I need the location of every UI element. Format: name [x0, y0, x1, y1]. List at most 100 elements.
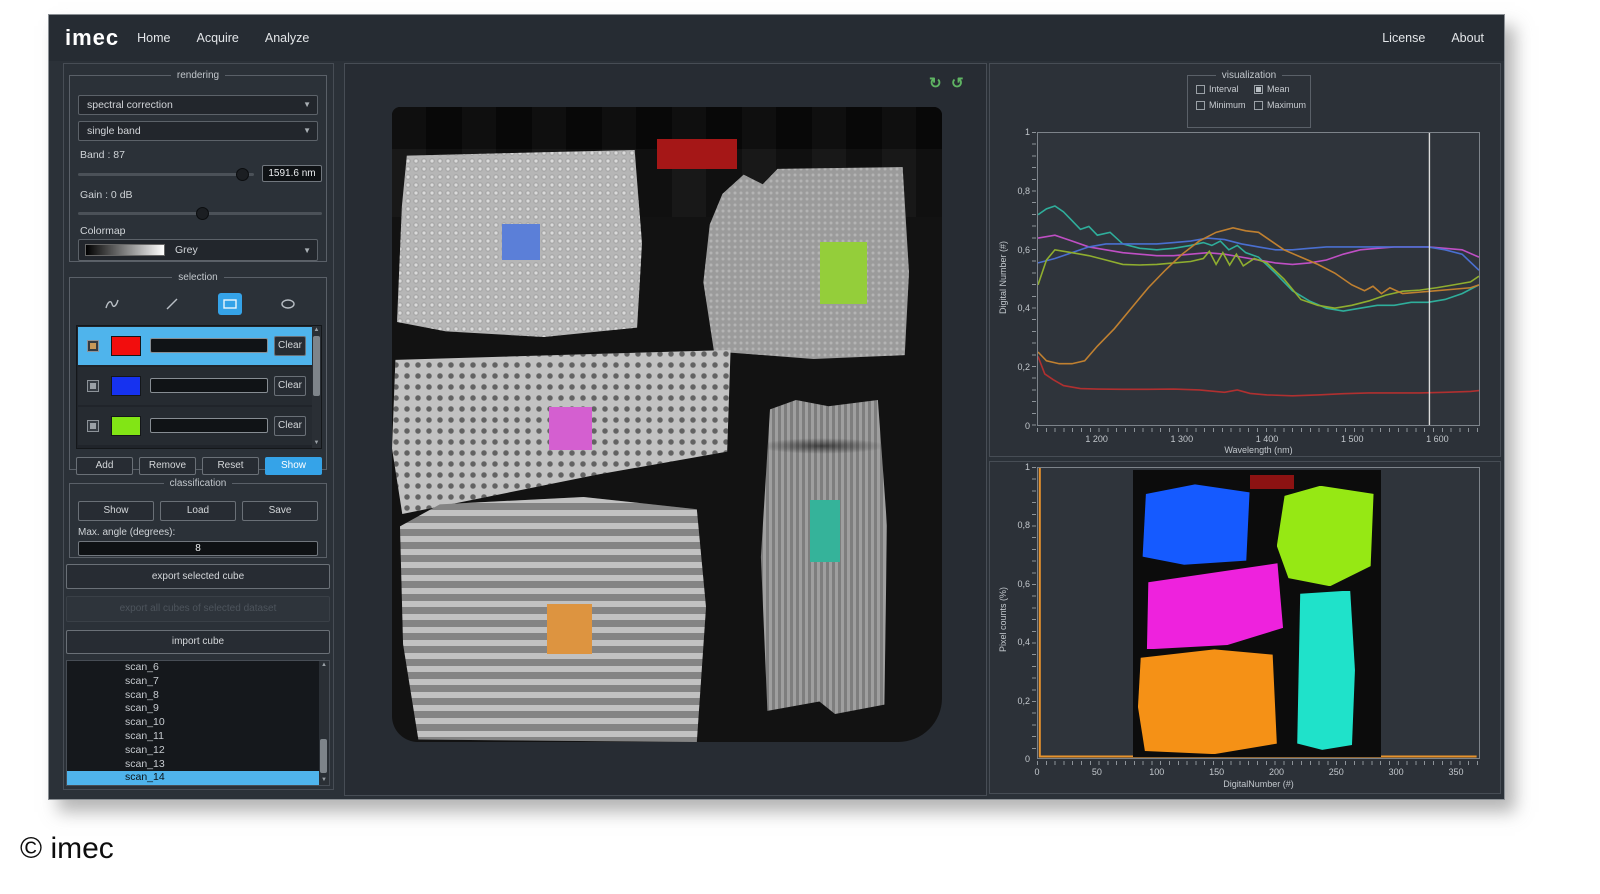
import-cube-button[interactable]: import cube	[66, 630, 330, 654]
show-selection-button[interactable]: Show	[265, 457, 322, 475]
scrollbar-thumb[interactable]	[320, 739, 327, 773]
rendering-legend: rendering	[176, 70, 220, 81]
nav-license[interactable]: License	[1382, 31, 1426, 45]
selection-region-red[interactable]	[657, 139, 737, 169]
scroll-down-icon[interactable]: ▼	[321, 777, 327, 783]
classified-region-darkred	[1249, 474, 1295, 490]
fabric-sample-fuzzy	[397, 150, 642, 337]
scan-list-item[interactable]: scan_8	[125, 688, 159, 701]
nav-home[interactable]: Home	[137, 31, 171, 45]
export-selected-cube-button[interactable]: export selected cube	[66, 564, 330, 589]
add-button[interactable]: Add	[76, 457, 133, 475]
rectangle-tool-icon[interactable]	[218, 293, 242, 315]
classification-load-button[interactable]: Load	[160, 501, 236, 521]
max-angle-input[interactable]: 8	[78, 541, 318, 556]
spectra-lines	[1038, 133, 1479, 425]
histogram-plot[interactable]	[1037, 467, 1480, 759]
clear-button[interactable]: Clear	[274, 416, 306, 436]
spectra-y-minor-ticks	[1032, 132, 1036, 426]
classification-show-button[interactable]: Show	[78, 501, 154, 521]
clear-button[interactable]: Clear	[274, 336, 306, 356]
classification-save-button[interactable]: Save	[242, 501, 318, 521]
histogram-y-label: Pixel counts (%)	[998, 586, 1008, 652]
scan-list-scrollbar[interactable]: ▲ ▼	[319, 661, 329, 785]
scan-list-item[interactable]: scan_13	[125, 757, 165, 770]
selection-region-teal[interactable]	[810, 500, 840, 562]
scrollbar-thumb[interactable]	[313, 336, 320, 396]
selection-name-field[interactable]	[150, 378, 268, 393]
colormap-dropdown[interactable]: Grey ▼	[78, 239, 318, 261]
scan-list-item[interactable]: scan_7	[125, 674, 159, 687]
rotate-ccw-icon[interactable]: ↺	[951, 75, 964, 92]
rotate-cw-icon[interactable]: ↻	[929, 75, 942, 92]
maximum-checkbox[interactable]: Maximum	[1254, 100, 1310, 110]
remove-button[interactable]: Remove	[139, 457, 196, 475]
scan-list-item[interactable]: scan_12	[125, 743, 165, 756]
freehand-tool-icon[interactable]	[100, 293, 124, 315]
visualization-legend: visualization	[1221, 70, 1277, 81]
scan-list-item[interactable]: scan_11	[125, 729, 164, 742]
band-wavelength-value[interactable]: 1591.6 nm	[262, 165, 322, 182]
clear-button[interactable]: Clear	[274, 376, 306, 396]
checkbox-icon[interactable]	[1254, 84, 1263, 94]
color-swatch-red[interactable]	[111, 336, 141, 356]
color-swatch-green[interactable]	[111, 416, 141, 436]
main-nav: Home Acquire Analyze	[137, 31, 309, 45]
band-slider-thumb[interactable]	[236, 168, 249, 181]
interval-checkbox[interactable]: Interval	[1196, 84, 1254, 94]
imec-logo: imec	[65, 25, 120, 50]
spectral-correction-dropdown[interactable]: spectral correction ▼	[78, 95, 318, 115]
scroll-up-icon[interactable]: ▲	[321, 662, 327, 668]
mean-checkbox[interactable]: Mean	[1254, 84, 1310, 94]
gain-slider[interactable]	[78, 207, 322, 220]
checkbox-icon[interactable]	[1196, 100, 1205, 110]
spectra-plot[interactable]	[1037, 132, 1480, 426]
classification-image	[1133, 470, 1381, 757]
band-slider[interactable]	[78, 168, 254, 181]
rendering-group: rendering spectral correction ▼ single b…	[69, 70, 327, 262]
histogram-panel: 0 0,2 0,4 0,6 0,8 1 Pixel counts (%) 0 50 100 15…	[989, 461, 1501, 794]
nav-about[interactable]: About	[1451, 31, 1484, 45]
gain-slider-thumb[interactable]	[196, 207, 209, 220]
checkbox-icon[interactable]	[1254, 100, 1263, 110]
minimum-checkbox[interactable]: Minimum	[1196, 100, 1254, 110]
spectra-y-label: Digital Number (#)	[998, 240, 1008, 314]
selection-region-blue[interactable]	[502, 224, 540, 260]
line-tool-icon[interactable]	[160, 293, 184, 315]
classified-region-magenta	[1146, 563, 1284, 650]
selection-region-magenta[interactable]	[549, 407, 592, 450]
selection-list: Clear Clear Clear ▲	[76, 325, 322, 449]
scan-list-item[interactable]: scan_6	[125, 661, 159, 673]
reset-button[interactable]: Reset	[202, 457, 259, 475]
scroll-down-icon[interactable]: ▼	[313, 440, 320, 446]
color-swatch-blue[interactable]	[111, 376, 141, 396]
histogram-x-ticks: 0 50 100 150 200 250 300 350	[1034, 767, 1464, 777]
interval-label: Interval	[1209, 84, 1239, 94]
selection-row-checkbox[interactable]	[87, 380, 99, 392]
histogram-y-minor-ticks	[1032, 467, 1036, 759]
ellipse-tool-icon[interactable]	[276, 293, 300, 315]
nav-acquire[interactable]: Acquire	[196, 31, 239, 45]
selection-row-checkbox[interactable]	[87, 340, 99, 352]
nav-analyze[interactable]: Analyze	[264, 31, 310, 45]
selection-region-green[interactable]	[820, 242, 867, 304]
selection-region-orange[interactable]	[547, 604, 592, 654]
selection-row-green[interactable]: Clear	[78, 407, 313, 445]
histogram-x-label: DigitalNumber (#)	[1223, 779, 1294, 789]
selection-row-checkbox[interactable]	[87, 420, 99, 432]
checkbox-icon[interactable]	[1196, 84, 1205, 94]
selection-row-red[interactable]: Clear	[78, 327, 313, 365]
export-all-cubes-button[interactable]: export all cubes of selected dataset	[66, 596, 330, 622]
scan-list-item[interactable]: scan_10	[125, 716, 165, 729]
scan-list-item[interactable]: scan_14	[67, 771, 320, 785]
scroll-up-icon[interactable]: ▲	[313, 327, 320, 333]
hyperspectral-image[interactable]	[392, 107, 942, 742]
scan-list-item[interactable]: scan_9	[125, 702, 159, 715]
selection-legend: selection	[178, 272, 218, 283]
selection-name-field[interactable]	[150, 338, 268, 353]
selection-name-field[interactable]	[150, 418, 268, 433]
selection-row-blue[interactable]: Clear	[78, 367, 313, 405]
selection-list-scrollbar[interactable]: ▲ ▼	[312, 326, 321, 448]
band-mode-dropdown[interactable]: single band ▼	[78, 121, 318, 141]
